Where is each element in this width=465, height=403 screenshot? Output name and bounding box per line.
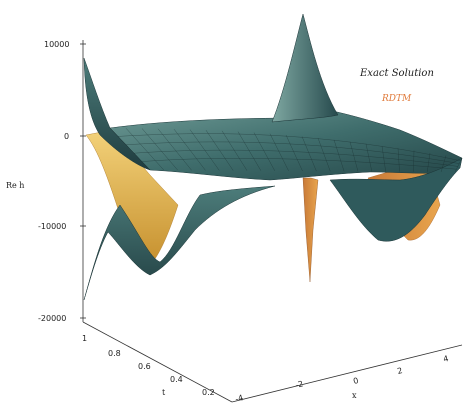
mesh-line (427, 152, 431, 172)
x-tick-label: 2 (396, 366, 403, 376)
legend-entry-rdtm: RDTM (381, 94, 412, 104)
x-tick-label: -4 (234, 393, 244, 403)
t-axis-label: t (162, 388, 166, 397)
z-tick-label: 0 (64, 132, 69, 141)
down-spike (302, 177, 319, 283)
mesh-line (141, 128, 178, 171)
mesh-line (133, 149, 458, 167)
mesh-line (413, 150, 415, 172)
z-tick-marks (80, 43, 86, 319)
z-tick-label: -10000 (38, 222, 66, 231)
mesh-line (269, 133, 289, 171)
mesh-line (205, 130, 234, 171)
right-trough (329, 157, 463, 242)
t-tick-label: 1 (82, 334, 87, 343)
central-spike (271, 13, 339, 123)
mesh-line (333, 139, 345, 172)
legend-entry-exact: Exact Solution (359, 68, 434, 79)
mesh-line (454, 157, 463, 173)
mesh-line (397, 148, 400, 172)
mesh-line (109, 127, 151, 171)
mesh-line (301, 136, 317, 172)
x-tick-label: 0 (352, 376, 359, 386)
x-tick-label: 4 (442, 354, 449, 364)
mesh-line (173, 129, 206, 171)
mesh-line (253, 132, 275, 171)
z-tick-label: -20000 (38, 314, 66, 323)
mesh-line (237, 131, 262, 171)
front-trough (83, 185, 276, 301)
mesh-line (157, 128, 192, 171)
x-tick-label: -2 (294, 379, 304, 390)
x-axis-label: x (352, 391, 357, 400)
t-tick-label: 0.6 (138, 362, 151, 371)
x-axis (231, 344, 463, 403)
t-axis (82, 321, 233, 403)
t-tick-label: 0.8 (108, 349, 121, 358)
mesh-line (117, 133, 461, 161)
mesh-line (189, 129, 220, 171)
mesh-line (221, 130, 248, 171)
z-tick-label: 10000 (44, 40, 69, 49)
mesh-line (349, 141, 359, 172)
mesh-line (125, 141, 460, 164)
z-axis-label: Re h (6, 181, 24, 190)
mesh-line (317, 137, 331, 172)
left-corner-ridge (83, 57, 151, 171)
t-tick-label: 0.4 (170, 375, 183, 384)
mesh-line (365, 143, 372, 172)
mesh-line (440, 155, 447, 172)
t-tick-label: 0.2 (202, 388, 215, 397)
mesh-line (285, 134, 303, 172)
mesh-line (125, 128, 164, 171)
mesh-line (381, 145, 386, 172)
